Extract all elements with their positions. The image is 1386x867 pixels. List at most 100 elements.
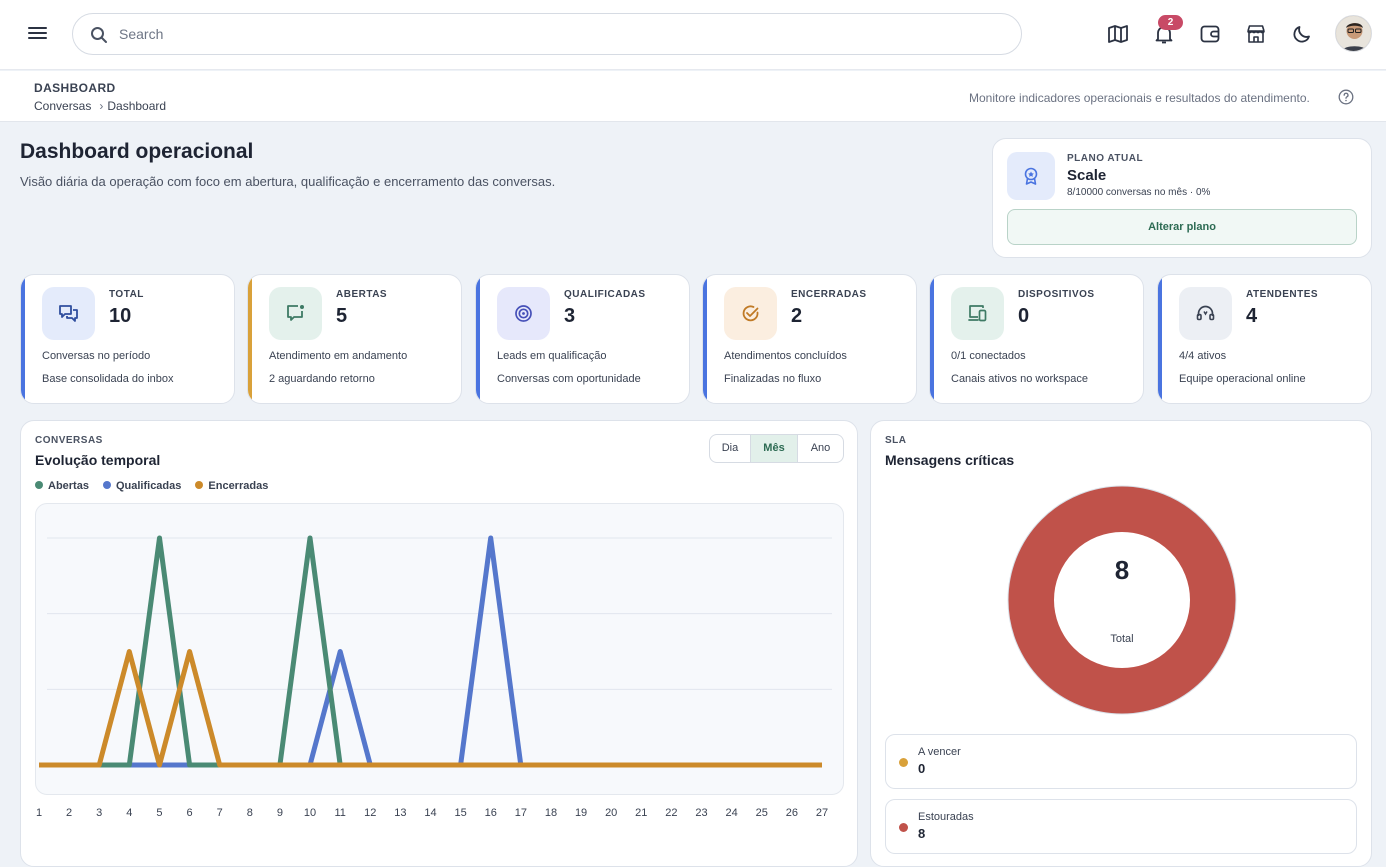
hamburger-menu-icon[interactable] xyxy=(28,24,52,44)
stat-icon-box xyxy=(951,287,1004,340)
map-icon[interactable] xyxy=(1106,22,1130,46)
stat-label: ATENDENTES xyxy=(1246,289,1319,300)
breadcrumb-bar: DASHBOARD Conversas › Dashboard Monitore i… xyxy=(0,71,1386,122)
stat-card-encerradas: ENCERRADAS 2 Atendimentos concluídos Fin… xyxy=(702,274,917,404)
x-tick-label: 26 xyxy=(786,807,798,819)
plan-usage: 8/10000 conversas no mês · 0% xyxy=(1067,187,1211,198)
stat-icon-box xyxy=(269,287,322,340)
plan-icon-box xyxy=(1007,152,1055,200)
stat-icon-box xyxy=(724,287,777,340)
award-badge-icon xyxy=(1024,167,1038,185)
stat-accent-bar xyxy=(476,275,480,403)
x-tick-label: 9 xyxy=(277,807,283,819)
stat-label: DISPOSITIVOS xyxy=(1018,289,1095,300)
stat-icon-box xyxy=(42,287,95,340)
check-circle-icon xyxy=(742,305,759,322)
stat-label: ENCERRADAS xyxy=(791,289,867,300)
stat-description: 4/4 ativos xyxy=(1179,350,1227,362)
legend-item-qualificadas[interactable]: Qualificadas xyxy=(102,480,182,492)
x-tick-label: 24 xyxy=(726,807,738,819)
legend-item-abertas[interactable]: Abertas xyxy=(35,480,89,492)
sla-item-value: 8 xyxy=(918,826,926,841)
period-ano-button[interactable]: Ano xyxy=(810,442,831,454)
sla-total-label: Total xyxy=(1110,633,1133,645)
help-icon[interactable] xyxy=(1338,89,1354,105)
stat-label: ABERTAS xyxy=(336,289,388,300)
stat-card-abertas: ABERTAS 5 Atendimento em andamento 2 agu… xyxy=(247,274,462,404)
x-tick-label: 12 xyxy=(364,807,376,819)
stat-accent-bar xyxy=(21,275,25,403)
x-tick-label: 25 xyxy=(756,807,768,819)
stat-value: 4 xyxy=(1246,305,1258,327)
x-tick-label: 4 xyxy=(126,807,132,819)
stat-detail: Finalizadas no fluxo xyxy=(724,373,822,385)
x-tick-label: 20 xyxy=(605,807,617,819)
sla-donut-ring xyxy=(1008,486,1236,714)
stat-description: Atendimento em andamento xyxy=(269,350,408,362)
sla-title: Mensagens críticas xyxy=(885,452,1015,468)
chat-bubbles-icon xyxy=(59,305,78,322)
stat-value: 0 xyxy=(1018,305,1030,327)
breadcrumb: Conversas › Dashboard xyxy=(34,99,166,113)
stat-detail: 2 aguardando retorno xyxy=(269,373,375,385)
stat-value: 2 xyxy=(791,305,803,327)
stat-detail: Equipe operacional online xyxy=(1179,373,1306,385)
sla-item-estouradas[interactable]: Estouradas 8 xyxy=(885,799,1357,854)
sla-item-name: Estouradas xyxy=(918,811,974,823)
sla-donut-chart: 8 Total xyxy=(1007,485,1237,715)
breadcrumb-title: DASHBOARD xyxy=(34,81,116,95)
stat-accent-bar xyxy=(703,275,707,403)
x-tick-label: 13 xyxy=(394,807,406,819)
stat-description: Leads em qualificação xyxy=(497,350,607,362)
stat-card-dispositivos: DISPOSITIVOS 0 0/1 conectados Canais ati… xyxy=(929,274,1144,404)
period-dia-button[interactable]: Dia xyxy=(710,435,751,462)
stat-card-qualificadas: QUALIFICADAS 3 Leads em qualificação Con… xyxy=(475,274,690,404)
chart-plot-area xyxy=(35,503,844,795)
x-tick-label: 22 xyxy=(665,807,677,819)
moon-icon[interactable] xyxy=(1290,22,1314,46)
series-line-encerradas[interactable] xyxy=(39,649,822,768)
legend-label: Abertas xyxy=(48,480,89,492)
stat-accent-bar xyxy=(1158,275,1162,403)
stat-detail: Canais ativos no workspace xyxy=(951,373,1088,385)
search-icon xyxy=(91,27,107,43)
page-subtitle: Visão diária da operação com foco em abe… xyxy=(20,174,556,189)
stat-detail: Conversas com oportunidade xyxy=(497,373,641,385)
sla-kicker: SLA xyxy=(885,435,907,446)
search-input[interactable] xyxy=(119,22,999,46)
sla-item-a-vencer[interactable]: A vencer 0 xyxy=(885,734,1357,789)
x-tick-label: 19 xyxy=(575,807,587,819)
x-tick-label: 14 xyxy=(424,807,436,819)
message-open-icon xyxy=(287,305,304,321)
legend-item-encerradas[interactable]: Encerradas xyxy=(195,480,268,492)
series-line-abertas[interactable] xyxy=(39,535,822,768)
wallet-icon[interactable] xyxy=(1198,22,1222,46)
avatar[interactable] xyxy=(1335,15,1372,52)
stat-label: QUALIFICADAS xyxy=(564,289,646,300)
page-title: Dashboard operacional xyxy=(20,140,254,163)
legend-dot-icon xyxy=(35,481,43,489)
search-box[interactable] xyxy=(72,13,1022,55)
plan-label: PLANO ATUAL xyxy=(1067,153,1144,164)
notification-badge: 2 xyxy=(1158,15,1183,30)
stat-detail: Base consolidada do inbox xyxy=(42,373,174,385)
change-plan-button[interactable]: Alterar plano xyxy=(1007,209,1357,245)
x-tick-label: 8 xyxy=(247,807,253,819)
period-mes-button[interactable]: Mês xyxy=(751,435,798,462)
x-tick-label: 11 xyxy=(334,807,345,819)
stat-description: 0/1 conectados xyxy=(951,350,1026,362)
devices-icon xyxy=(968,305,987,322)
stat-label: TOTAL xyxy=(109,289,144,300)
legend-label: Encerradas xyxy=(208,480,269,492)
target-icon xyxy=(515,305,532,322)
conversas-kicker: CONVERSAS xyxy=(35,435,103,446)
stat-icon-box xyxy=(1179,287,1232,340)
stat-accent-bar xyxy=(930,275,934,403)
store-icon[interactable] xyxy=(1244,22,1268,46)
legend-label: Qualificadas xyxy=(115,480,182,492)
breadcrumb-link-conversas[interactable]: Conversas xyxy=(34,99,92,113)
status-dot-icon xyxy=(899,758,908,767)
stat-accent-bar xyxy=(248,275,252,403)
x-tick-label: 18 xyxy=(545,807,557,819)
x-tick-label: 3 xyxy=(96,807,102,819)
